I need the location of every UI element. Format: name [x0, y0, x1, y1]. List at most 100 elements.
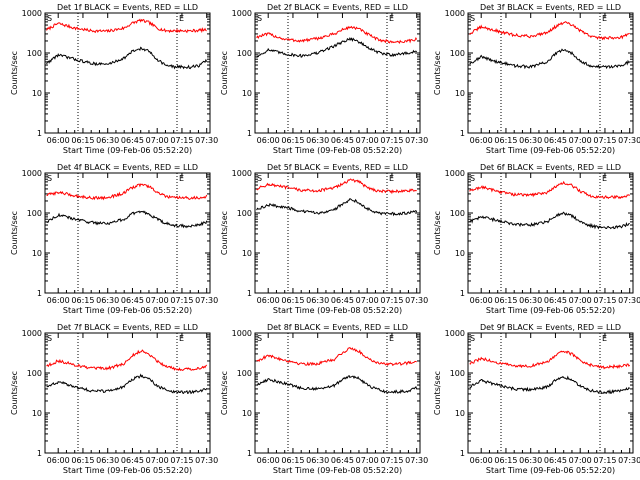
y-axis-label: Counts/sec — [10, 51, 19, 95]
x-axis-label: Start Time (09-Feb-08 05:52:20) — [273, 146, 402, 155]
x-tick-label: 06:15 — [71, 456, 94, 465]
x-axis-label: Start Time (09-Feb-06 05:52:20) — [63, 466, 192, 475]
x-axis-label: Start Time (09-Feb-08 05:52:20) — [273, 466, 402, 475]
detector-panel-6: Det 6f BLACK = Events, RED = LLD 1 10 100 10… — [433, 163, 640, 315]
events-series-line — [46, 46, 208, 70]
plot-frame — [467, 12, 634, 134]
y-tick-label: 1000 — [445, 169, 465, 178]
x-tick-label: 07:15 — [170, 456, 193, 465]
x-tick-label: 07:15 — [380, 456, 403, 465]
detector-panel-8: Det 8f BLACK = Events, RED = LLD 1 10 100 10… — [220, 323, 428, 475]
y-tick-label: 10 — [242, 249, 252, 258]
y-axis-label: Counts/sec — [220, 371, 229, 415]
start-marker: S — [257, 334, 262, 343]
y-tick-label: 10 — [242, 89, 252, 98]
x-tick-label: 06:45 — [121, 296, 144, 305]
y-tick-label: 1 — [247, 449, 252, 458]
x-tick-label: 07:15 — [593, 296, 616, 305]
y-axis-label: Counts/sec — [10, 371, 19, 415]
x-tick-label: 06:15 — [494, 136, 517, 145]
x-tick-label: 06:15 — [494, 296, 517, 305]
y-tick-label: 1 — [247, 129, 252, 138]
panel-title: Det 1f BLACK = Events, RED = LLD — [57, 3, 198, 12]
lld-series-line — [469, 350, 631, 370]
x-tick-label: 07:30 — [618, 456, 640, 465]
y-tick-label: 1 — [460, 449, 465, 458]
x-tick-label: 07:00 — [569, 296, 592, 305]
events-series-line — [469, 211, 630, 230]
y-tick-label: 100 — [450, 209, 465, 218]
x-tick-label: 06:00 — [257, 296, 280, 305]
panel-title: Det 6f BLACK = Events, RED = LLD — [480, 163, 621, 172]
x-tick-label: 07:15 — [170, 136, 193, 145]
end-marker: E — [602, 334, 607, 343]
x-tick-label: 06:15 — [71, 136, 94, 145]
panel-title: Det 4f BLACK = Events, RED = LLD — [57, 163, 198, 172]
x-axis-label: Start Time (09-Feb-06 05:52:20) — [63, 306, 192, 315]
x-tick-label: 06:00 — [470, 296, 493, 305]
x-tick-label: 07:00 — [356, 296, 379, 305]
x-tick-label: 07:00 — [356, 136, 379, 145]
x-tick-label: 06:00 — [257, 136, 280, 145]
x-tick-label: 06:30 — [519, 136, 542, 145]
x-tick-label: 06:00 — [257, 456, 280, 465]
plot-frame — [254, 172, 421, 294]
panel-title: Det 2f BLACK = Events, RED = LLD — [267, 3, 408, 12]
y-tick-label: 1 — [37, 289, 42, 298]
y-tick-label: 1 — [37, 449, 42, 458]
x-tick-label: 07:30 — [195, 456, 218, 465]
x-tick-label: 06:00 — [47, 296, 70, 305]
y-axis-label: Counts/sec — [433, 51, 442, 95]
start-marker: S — [47, 14, 52, 23]
y-tick-label: 10 — [455, 249, 465, 258]
y-tick-label: 100 — [450, 369, 465, 378]
x-tick-label: 07:00 — [569, 456, 592, 465]
x-tick-label: 07:15 — [593, 136, 616, 145]
start-marker: S — [47, 174, 52, 183]
y-tick-label: 100 — [27, 49, 42, 58]
x-tick-label: 07:15 — [170, 296, 193, 305]
x-tick-label: 07:00 — [146, 136, 169, 145]
events-series-line — [469, 48, 631, 70]
x-tick-label: 06:45 — [544, 136, 567, 145]
panel-title: Det 5f BLACK = Events, RED = LLD — [267, 163, 408, 172]
x-tick-label: 06:00 — [47, 456, 70, 465]
x-tick-label: 06:45 — [121, 456, 144, 465]
y-tick-label: 100 — [237, 209, 252, 218]
y-tick-label: 10 — [32, 89, 42, 98]
y-tick-label: 1000 — [22, 169, 42, 178]
plot-frame — [254, 332, 421, 454]
x-tick-label: 07:00 — [146, 296, 169, 305]
y-tick-label: 100 — [237, 369, 252, 378]
x-tick-label: 06:30 — [96, 296, 119, 305]
panel-title: Det 3f BLACK = Events, RED = LLD — [480, 3, 621, 12]
x-tick-label: 07:30 — [405, 456, 428, 465]
lld-series-line — [46, 349, 208, 372]
end-marker: E — [179, 334, 184, 343]
y-tick-label: 10 — [242, 409, 252, 418]
y-tick-label: 100 — [27, 369, 42, 378]
end-marker: E — [602, 174, 607, 183]
lld-series-line — [256, 25, 418, 45]
y-axis-label: Counts/sec — [433, 371, 442, 415]
x-tick-label: 07:30 — [405, 136, 428, 145]
detector-panel-7: Det 7f BLACK = Events, RED = LLD 1 10 100 10… — [10, 323, 218, 475]
y-tick-label: 1000 — [232, 169, 252, 178]
y-tick-label: 10 — [455, 89, 465, 98]
detector-panel-5: Det 5f BLACK = Events, RED = LLD 1 10 100 10… — [220, 163, 428, 315]
start-marker: S — [257, 174, 262, 183]
x-tick-label: 07:00 — [569, 136, 592, 145]
x-tick-label: 07:15 — [380, 296, 403, 305]
end-marker: E — [179, 174, 184, 183]
y-tick-label: 10 — [32, 409, 42, 418]
y-axis-label: Counts/sec — [433, 211, 442, 255]
plot-frame — [467, 332, 634, 454]
x-tick-label: 06:15 — [281, 296, 304, 305]
panel-title: Det 9f BLACK = Events, RED = LLD — [480, 323, 621, 332]
x-tick-label: 07:00 — [356, 456, 379, 465]
events-series-line — [46, 373, 208, 395]
x-tick-label: 06:30 — [96, 456, 119, 465]
lld-series-line — [46, 183, 208, 201]
y-tick-label: 1 — [460, 289, 465, 298]
